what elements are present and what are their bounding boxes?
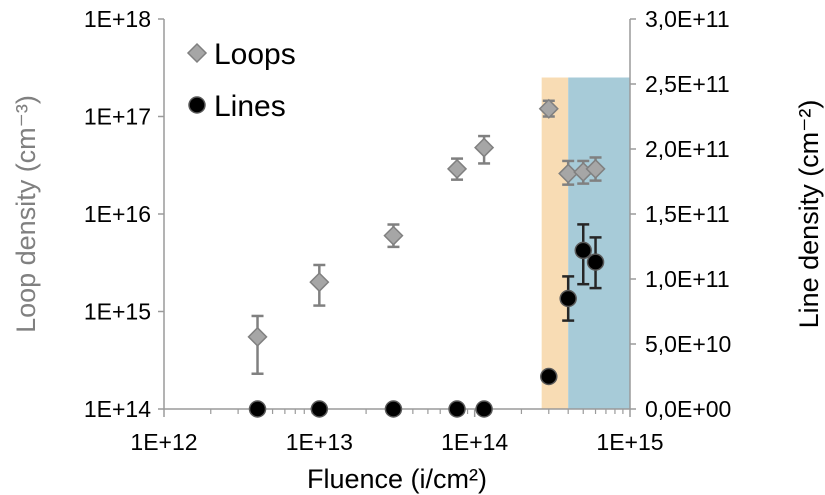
loops-point	[309, 272, 330, 293]
y-left-axis-title: Loop density (cm⁻³)	[11, 95, 41, 333]
legend-item-loops: Loops	[186, 38, 296, 71]
shaded-region-1	[541, 77, 569, 409]
left-axis: 1E+14 1E+15 1E+16 1E+17 1E+18	[84, 6, 165, 422]
y-left-tick-label: 1E+16	[84, 201, 151, 227]
y-right-tick-label: 3,0E+11	[645, 6, 730, 32]
legend-marker-lines	[188, 96, 206, 114]
loops-point	[446, 158, 468, 179]
lines-point	[310, 400, 329, 418]
x-tick-label: 1E+12	[130, 429, 197, 455]
lines-point	[586, 253, 605, 271]
loops-point	[474, 137, 495, 158]
markers	[247, 98, 606, 418]
y-right-tick-label: 2,5E+11	[645, 71, 730, 97]
x-tick-label: 1E+14	[441, 429, 508, 455]
loops-point	[558, 163, 579, 184]
y-right-tick-label: 0,0E+00	[645, 396, 731, 422]
lines-point	[248, 400, 267, 418]
legend-marker-loops	[186, 42, 208, 64]
y-left-tick-label: 1E+14	[84, 396, 151, 422]
x-axis: 1E+12 1E+13 1E+14 1E+15	[130, 408, 664, 455]
lines-point	[574, 241, 592, 260]
shaded-regions	[541, 77, 630, 409]
lines-point	[448, 400, 466, 418]
legend-item-lines: Lines	[188, 90, 286, 123]
x-axis-title: Fluence (i/cm²)	[307, 464, 487, 494]
lines-point	[384, 400, 403, 418]
lines-point	[540, 367, 558, 386]
loops-point	[247, 326, 268, 347]
y-left-tick-label: 1E+17	[84, 104, 151, 130]
y-right-tick-label: 2,0E+11	[645, 136, 730, 162]
y-left-tick-label: 1E+18	[84, 6, 151, 32]
x-tick-label: 1E+13	[286, 429, 353, 455]
legend: Loops Lines	[186, 38, 296, 123]
lines-point	[559, 289, 577, 308]
loops-point	[538, 98, 559, 119]
y-right-tick-label: 1,5E+11	[645, 201, 730, 227]
loops-point	[383, 225, 404, 246]
lines-point	[475, 400, 493, 418]
x-tick-label: 1E+15	[596, 429, 663, 455]
right-axis: 0,0E+00 5,0E+10 1,0E+11 1,5E+11 2,0E+11 2,5E+…	[629, 6, 731, 422]
shaded-region-2	[568, 77, 630, 409]
loops-point	[585, 158, 606, 179]
y-right-axis-title: Line density (cm⁻²)	[794, 100, 824, 329]
y-right-tick-label: 1,0E+11	[645, 266, 730, 292]
y-left-tick-label: 1E+15	[84, 299, 151, 325]
legend-label-loops: Loops	[214, 38, 296, 71]
y-right-tick-label: 5,0E+10	[645, 331, 731, 357]
legend-label-lines: Lines	[214, 90, 286, 123]
